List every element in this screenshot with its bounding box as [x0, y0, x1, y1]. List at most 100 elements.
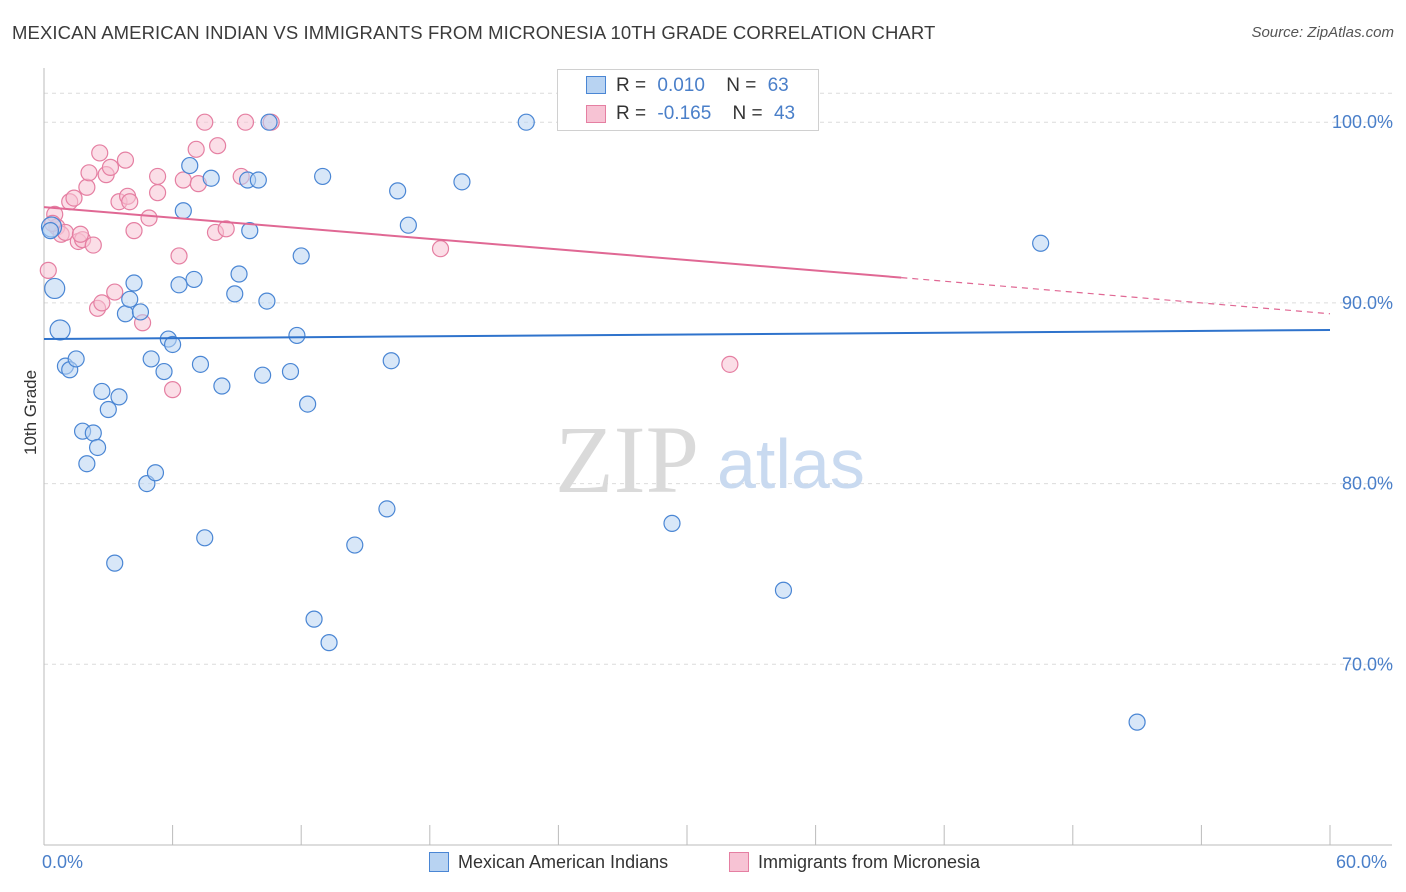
- point-micronesia: [116, 151, 135, 169]
- y-tick-label: 70.0%: [1342, 654, 1393, 674]
- point-mexican-american-indian: [292, 247, 310, 265]
- point-mexican-american-indian: [44, 277, 66, 300]
- point-mexican-american-indian: [663, 514, 681, 532]
- point-micronesia: [187, 140, 205, 158]
- point-mexican-american-indian: [125, 274, 143, 292]
- legend-n-value-pink: 43: [773, 103, 796, 124]
- point-micronesia: [71, 225, 90, 243]
- point-micronesia: [106, 283, 124, 301]
- trend-line-blue: [43, 329, 1331, 341]
- point-micronesia: [140, 209, 158, 227]
- point-mexican-american-indian: [346, 536, 364, 554]
- point-mexican-american-indian: [49, 319, 71, 341]
- y-axis-title: 10th Grade: [21, 369, 40, 455]
- point-mexican-american-indian: [99, 400, 117, 419]
- point-micronesia: [65, 189, 83, 207]
- point-mexican-american-indian: [517, 113, 535, 131]
- point-micronesia: [721, 355, 739, 373]
- point-micronesia: [209, 137, 227, 155]
- point-micronesia: [217, 220, 235, 238]
- point-mexican-american-indian: [258, 292, 276, 310]
- point-mexican-american-indian: [110, 388, 128, 406]
- point-mexican-american-indian: [88, 438, 107, 457]
- point-mexican-american-indian: [93, 382, 111, 401]
- bottom-legend-pink: Immigrants from Micronesia: [729, 852, 980, 873]
- point-mexican-american-indian: [241, 222, 259, 240]
- point-mexican-american-indian: [260, 113, 278, 131]
- point-mexican-american-indian: [314, 167, 332, 186]
- point-mexican-american-indian: [305, 610, 323, 628]
- point-micronesia: [164, 381, 182, 399]
- point-mexican-american-indian: [174, 202, 192, 220]
- point-mexican-american-indian: [389, 182, 407, 200]
- series-mexican-american-indians-points: [40, 113, 1146, 731]
- point-micronesia: [148, 167, 167, 186]
- point-mexican-american-indian: [382, 352, 400, 370]
- y-tick-label: 80.0%: [1342, 474, 1393, 494]
- bottom-legend-swatch-blue: [429, 852, 449, 872]
- point-micronesia: [93, 294, 111, 312]
- point-mexican-american-indian: [191, 355, 210, 373]
- point-mexican-american-indian: [181, 156, 199, 175]
- point-mexican-american-indian: [196, 529, 214, 547]
- point-mexican-american-indian: [106, 554, 124, 572]
- point-mexican-american-indian: [226, 285, 244, 303]
- legend-r-label: R =: [616, 103, 647, 124]
- point-micronesia: [174, 171, 192, 189]
- point-micronesia: [196, 113, 214, 131]
- point-mexican-american-indian: [84, 424, 102, 442]
- point-micronesia: [170, 247, 188, 265]
- legend-n-label: N =: [726, 75, 757, 96]
- bottom-legend-label-pink: Immigrants from Micronesia: [758, 852, 981, 872]
- point-mexican-american-indian: [155, 362, 173, 381]
- x-tick-label-min: 0.0%: [42, 852, 84, 872]
- point-micronesia: [78, 178, 96, 196]
- x-tick-label-max: 60.0%: [1336, 852, 1388, 872]
- point-micronesia: [125, 222, 143, 240]
- point-micronesia: [148, 184, 167, 202]
- point-mexican-american-indian: [185, 270, 203, 289]
- axes: [43, 68, 1392, 846]
- point-mexican-american-indian: [78, 455, 96, 473]
- point-micronesia: [39, 261, 57, 279]
- point-micronesia: [84, 236, 102, 254]
- trend-lines: [43, 206, 1331, 341]
- point-mexican-american-indian: [213, 377, 231, 395]
- point-micronesia: [101, 158, 120, 176]
- point-mexican-american-indian: [146, 464, 165, 482]
- legend-r-label: R =: [616, 75, 647, 96]
- legend-row-pink: R = -0.165 N = 43: [616, 103, 795, 125]
- stats-legend: R = 0.010 N = 63 R = -0.165 N = 43: [557, 69, 819, 131]
- point-mexican-american-indian: [320, 634, 338, 652]
- legend-swatch-pink: [586, 105, 606, 123]
- point-mexican-american-indian: [249, 171, 267, 189]
- bottom-legend-blue: Mexican American Indians: [429, 852, 668, 873]
- legend-swatch-blue: [586, 76, 606, 94]
- bottom-legend-swatch-pink: [729, 852, 749, 872]
- trend-line-pink: [43, 206, 902, 279]
- point-mexican-american-indian: [142, 350, 160, 368]
- point-mexican-american-indian: [116, 305, 135, 323]
- point-mexican-american-indian: [378, 500, 396, 518]
- y-tick-label: 100.0%: [1332, 112, 1393, 132]
- point-micronesia: [91, 144, 109, 162]
- point-micronesia: [121, 193, 139, 211]
- point-mexican-american-indian: [170, 276, 188, 294]
- chart-title: MEXICAN AMERICAN INDIAN VS IMMIGRANTS FR…: [12, 22, 936, 43]
- legend-n-label: N =: [732, 103, 763, 124]
- point-micronesia: [431, 240, 450, 258]
- point-mexican-american-indian: [254, 366, 272, 384]
- source-label: Source: ZipAtlas.com: [1251, 24, 1394, 41]
- legend-row-blue: R = 0.010 N = 63: [616, 75, 789, 97]
- watermark: ZIP atlas: [555, 406, 865, 513]
- y-tick-label: 90.0%: [1342, 293, 1393, 313]
- point-mexican-american-indian: [1128, 713, 1146, 731]
- point-micronesia: [80, 164, 98, 182]
- legend-r-value-pink: -0.165: [657, 103, 712, 124]
- legend-r-value-blue: 0.010: [657, 75, 705, 96]
- point-mexican-american-indian: [67, 350, 85, 368]
- point-mexican-american-indian: [774, 581, 793, 599]
- point-mexican-american-indian: [288, 326, 306, 345]
- point-mexican-american-indian: [41, 222, 60, 240]
- point-mexican-american-indian: [281, 362, 300, 381]
